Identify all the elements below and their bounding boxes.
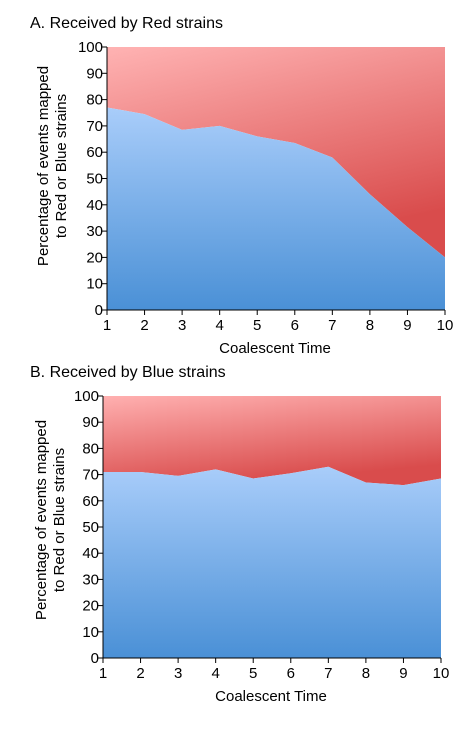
chart-a-x-tick-label: 2 — [140, 317, 148, 334]
chart-a-y-tick-label: 20 — [86, 249, 103, 266]
chart-a-x-tick-label: 4 — [215, 317, 223, 334]
chart-b-x-tick-label: 5 — [249, 665, 257, 682]
chart-a-plot — [106, 47, 445, 311]
chart-a-x-tick-label: 9 — [403, 317, 411, 334]
chart-b-xlabel: Coalescent Time — [215, 688, 327, 705]
chart-a-y-tick-label: 0 — [95, 302, 103, 319]
chart-a-x-tick-label: 10 — [437, 317, 454, 334]
chart-a-x-ticks: 1 2 3 4 5 6 7 8 9 10 — [103, 310, 454, 334]
chart-b-y-tick-label: 40 — [82, 545, 99, 562]
chart-a-ylabel: Percentage of events mapped to Red or Bl… — [35, 66, 70, 266]
chart-b-y-ticks: 0 10 20 30 40 50 60 70 80 90 100 — [74, 388, 103, 667]
chart-b-x-tick-label: 2 — [136, 665, 144, 682]
chart-b-ylabel-line2: to Red or Blue strains — [51, 448, 68, 592]
chart-a-red-area — [107, 47, 445, 258]
chart-b-y-tick-label: 90 — [82, 414, 99, 431]
chart-a-x-tick-label: 8 — [366, 317, 374, 334]
chart-b-x-tick-label: 10 — [433, 665, 450, 682]
chart-a-y-tick-label: 50 — [86, 171, 103, 188]
chart-a: A. Received by Red strains 0102030405060… — [30, 15, 453, 357]
chart-a-y-ticks: 0 10 20 30 40 50 60 70 80 90 100 — [78, 39, 107, 319]
chart-a-x-tick-label: 6 — [291, 317, 299, 334]
chart-b-ylabel: Percentage of events mapped to Red or Bl… — [33, 420, 68, 620]
chart-b-x-tick-label: 9 — [399, 665, 407, 682]
chart-b-x-ticks: 1 2 3 4 5 6 7 8 9 10 — [99, 658, 450, 682]
chart-a-title: A. Received by Red strains — [30, 15, 223, 32]
chart-b-y-tick-label: 0 — [91, 650, 99, 667]
chart-b-x-tick-label: 1 — [99, 665, 107, 682]
chart-a-x-tick-label: 5 — [253, 317, 261, 334]
chart-a-y-tick-label: 80 — [86, 92, 103, 109]
chart-b-y-tick-label: 100 — [74, 388, 99, 405]
chart-a-y-tick-label: 10 — [86, 276, 103, 293]
chart-a-y-tick-label: 40 — [86, 197, 103, 214]
chart-b: B. Received by Blue strains 0 10 20 30 40 50 6… — [30, 364, 449, 705]
chart-b-blue-area — [103, 466, 441, 658]
chart-a-y-tick-label: 30 — [86, 223, 103, 240]
chart-b-x-tick-label: 6 — [287, 665, 295, 682]
chart-b-x-tick-label: 3 — [174, 665, 182, 682]
chart-b-x-tick-label: 4 — [211, 665, 219, 682]
chart-b-y-tick-label: 30 — [82, 571, 99, 588]
chart-b-y-tick-label: 50 — [82, 519, 99, 536]
chart-a-y-tick-label: 100 — [78, 39, 103, 56]
chart-a-x-tick-label: 7 — [328, 317, 336, 334]
chart-b-y-tick-label: 80 — [82, 440, 99, 457]
chart-a-xlabel: Coalescent Time — [219, 340, 331, 357]
chart-a-x-tick-label: 1 — [103, 317, 111, 334]
chart-a-y-tick-label: 60 — [86, 144, 103, 161]
chart-a-ylabel-line2: to Red or Blue strains — [53, 94, 70, 238]
chart-b-y-tick-label: 60 — [82, 493, 99, 510]
chart-b-x-tick-label: 7 — [324, 665, 332, 682]
chart-a-y-tick-label: 70 — [86, 118, 103, 135]
chart-b-y-tick-label: 70 — [82, 467, 99, 484]
chart-b-ylabel-line1: Percentage of events mapped — [33, 420, 50, 620]
chart-b-title: B. Received by Blue strains — [30, 364, 226, 381]
chart-b-y-tick-label: 20 — [82, 598, 99, 615]
chart-a-y-tick-label: 90 — [86, 65, 103, 82]
chart-b-plot — [102, 396, 441, 659]
chart-b-red-area — [103, 396, 441, 486]
chart-b-x-tick-label: 8 — [362, 665, 370, 682]
chart-a-ylabel-line1: Percentage of events mapped — [35, 66, 52, 266]
chart-a-x-tick-label: 3 — [178, 317, 186, 334]
chart-a-blue-area — [107, 107, 445, 311]
chart-b-y-tick-label: 10 — [82, 624, 99, 641]
